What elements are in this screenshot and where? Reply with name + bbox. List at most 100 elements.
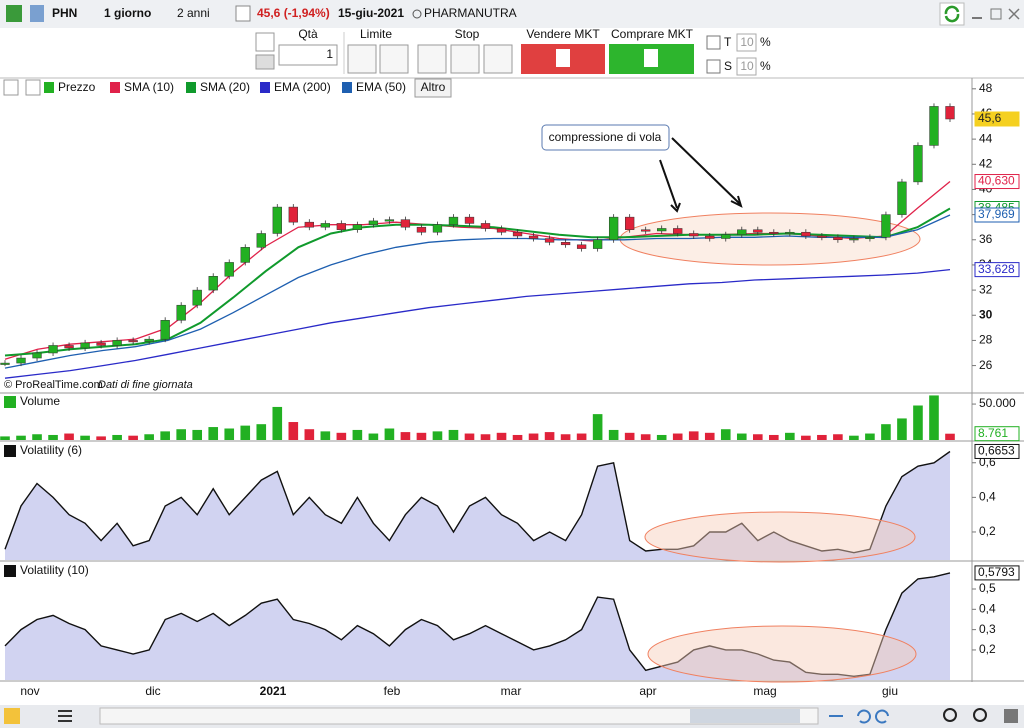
legend-swatch <box>4 565 16 577</box>
symbol[interactable]: PHN <box>52 6 77 20</box>
candle <box>128 340 138 343</box>
candle <box>400 219 411 228</box>
volume-bar <box>368 433 379 440</box>
expand-button[interactable] <box>25 79 41 96</box>
nav-icons[interactable] <box>829 709 889 724</box>
candle <box>240 247 250 263</box>
volume-bar <box>929 395 939 440</box>
s-input[interactable] <box>736 57 757 76</box>
volume-bar <box>432 431 443 440</box>
volume-bar <box>496 432 507 440</box>
candle <box>224 262 234 277</box>
candle <box>336 223 347 230</box>
t-unit: % <box>760 35 771 49</box>
limit-sell-button[interactable] <box>347 44 377 74</box>
volume-bar <box>801 435 811 440</box>
maximize[interactable] <box>990 8 1002 20</box>
menu-icon[interactable] <box>4 708 20 724</box>
sync-button[interactable] <box>939 2 965 26</box>
legend-label: Prezzo <box>58 80 96 94</box>
value-tag-label: 0,5793 <box>978 565 1015 579</box>
scroll-thumb[interactable] <box>690 709 800 723</box>
x-tick-label: apr <box>639 684 656 698</box>
t-checkbox[interactable] <box>706 35 721 50</box>
s-value[interactable]: 10 <box>740 59 754 73</box>
candle <box>112 340 122 346</box>
y-tick-label: 0,4 <box>979 490 996 504</box>
y-tick-label: 0,3 <box>979 622 996 636</box>
stop-button[interactable] <box>450 44 480 74</box>
y-tick-label: 36 <box>979 232 993 246</box>
candle <box>352 224 363 230</box>
qty-label: Qtà <box>298 27 318 41</box>
volume-bar <box>512 434 523 440</box>
zoom-in[interactable] <box>973 708 987 722</box>
candle <box>737 229 747 235</box>
stop-button[interactable] <box>417 44 447 74</box>
stop-button[interactable] <box>483 44 513 74</box>
volume-bar <box>560 434 571 440</box>
candle <box>48 345 58 354</box>
legend-swatch <box>4 396 16 408</box>
value-tag <box>974 174 1020 190</box>
more-button[interactable] <box>414 78 452 98</box>
candle <box>657 228 667 232</box>
limit-buy-button[interactable] <box>379 44 409 74</box>
sell-icon <box>556 49 570 67</box>
candle <box>801 231 811 237</box>
volume-bar <box>48 434 58 440</box>
candle <box>817 235 827 238</box>
candle <box>304 221 314 228</box>
x-tick-label: 2021 <box>260 684 287 698</box>
annotation-arrow <box>659 137 743 213</box>
zoom-out[interactable] <box>943 708 957 722</box>
period[interactable]: 2 anni <box>177 6 210 20</box>
legend-swatch <box>44 82 54 93</box>
value-tag <box>974 207 1020 223</box>
collapse-button[interactable] <box>3 79 19 96</box>
y-tick-label: 30 <box>979 307 993 321</box>
volume-bar <box>32 434 42 440</box>
close[interactable] <box>1008 8 1020 20</box>
volume-bar <box>817 434 827 440</box>
price-change: 45,6 (-1,94%) <box>257 6 330 20</box>
volume-bar <box>96 436 106 440</box>
qty-input[interactable] <box>278 44 338 66</box>
info-icon[interactable] <box>235 5 251 22</box>
volume-bar <box>336 432 347 440</box>
wrench-button[interactable] <box>255 32 275 52</box>
more-label[interactable]: Altro <box>421 80 446 94</box>
list-icon[interactable] <box>58 710 72 722</box>
volume-bar <box>752 434 763 440</box>
legend-label: EMA (50) <box>356 80 406 94</box>
t-value[interactable]: 10 <box>740 35 754 49</box>
candle <box>496 228 507 233</box>
y-tick-label: 48 <box>979 81 993 95</box>
keypad-button[interactable] <box>255 54 275 70</box>
candle <box>512 231 523 237</box>
candle <box>705 235 715 239</box>
s-label: S <box>724 59 732 73</box>
copyright: © ProRealTime.com <box>4 379 103 391</box>
value-tag-label: 45,6 <box>978 111 1002 125</box>
value-tag <box>974 262 1020 278</box>
legend-swatch <box>342 82 352 93</box>
volatility-line <box>4 572 951 678</box>
settings-icon[interactable] <box>1004 709 1018 723</box>
candle <box>592 239 603 249</box>
volume-bar <box>0 436 10 440</box>
candle <box>64 345 74 349</box>
scrollbar[interactable] <box>99 707 819 725</box>
candle <box>560 242 571 246</box>
s-checkbox[interactable] <box>706 59 721 74</box>
sync-icon <box>944 5 960 23</box>
buy-icon <box>644 49 658 67</box>
t-input[interactable] <box>736 33 757 52</box>
volume-bar <box>785 432 795 440</box>
qty-value[interactable]: 1 <box>326 47 333 61</box>
value-tag <box>974 111 1020 127</box>
interval[interactable]: 1 giorno <box>104 6 151 20</box>
y-tick-label: 0,2 <box>979 642 996 656</box>
volume-bar <box>544 432 555 440</box>
